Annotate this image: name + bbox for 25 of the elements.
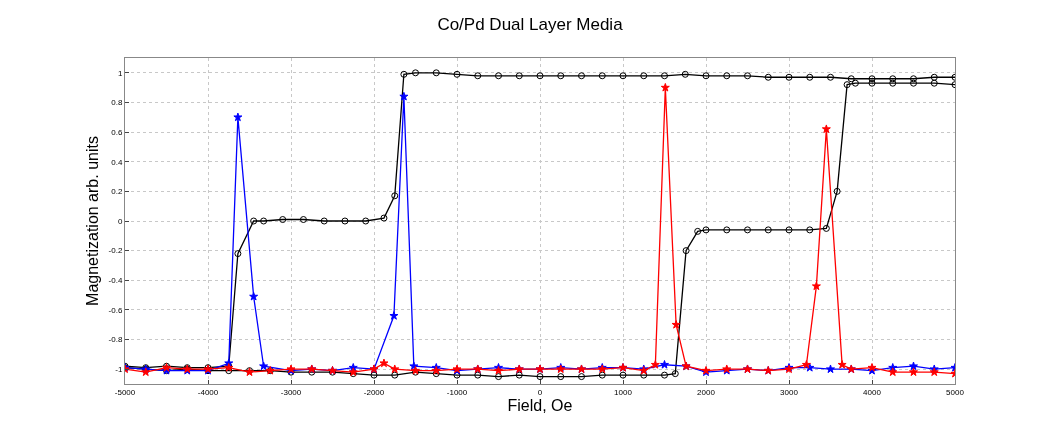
x-tick-label: -3000	[280, 387, 302, 397]
x-tick-label: 4000	[863, 387, 882, 397]
x-tick-label: 3000	[780, 387, 799, 397]
y-tick-label: 0.8	[111, 98, 123, 108]
x-tick-label: 5000	[946, 387, 965, 397]
x-axis-title: Field, Oe	[507, 397, 573, 415]
x-tick-label: -4000	[197, 387, 219, 397]
y-tick-label: 0.2	[111, 187, 123, 197]
x-tick-label: -5000	[114, 387, 136, 397]
y-tick-label: -0.6	[108, 305, 123, 315]
y-tick-label: -0.4	[108, 276, 123, 286]
x-tick-label: -2000	[363, 387, 385, 397]
y-tick-label: -0.8	[108, 335, 123, 345]
y-tick-label: -1	[115, 364, 123, 374]
x-tick-label: 2000	[697, 387, 716, 397]
y-tick-label: 0.6	[111, 127, 123, 137]
y-tick-label: 0.4	[111, 157, 123, 167]
y-tick-label: 0	[117, 216, 123, 226]
x-tick-label: 0	[537, 387, 543, 397]
chart-title: Co/Pd Dual Layer Media	[437, 14, 624, 34]
y-tick-label: -0.2	[108, 246, 123, 256]
y-tick-label: 1	[117, 68, 123, 78]
x-tick-label: -1000	[446, 387, 468, 397]
y-axis-title: Magnetization arb. units	[83, 136, 101, 306]
x-tick-label: 1000	[614, 387, 633, 397]
